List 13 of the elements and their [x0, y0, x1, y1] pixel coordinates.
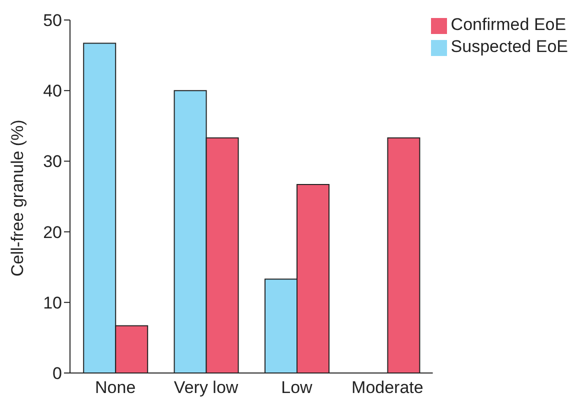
y-tick-label: 0	[52, 364, 62, 384]
x-tick-label: Very low	[174, 378, 239, 398]
y-tick-label: 10	[43, 293, 62, 312]
x-tick-label: Low	[281, 378, 314, 398]
y-axis-title: Cell-free granule (%)	[8, 120, 28, 276]
y-tick-label: 20	[43, 222, 62, 242]
x-tick-label: None	[95, 378, 136, 398]
y-tick-label: 50	[43, 11, 62, 30]
legend-label: Confirmed EoE	[450, 15, 566, 34]
y-tick-label: 30	[43, 152, 62, 172]
y-tick-label: 40	[43, 82, 62, 101]
x-tick-label: Moderate	[352, 378, 424, 398]
legend-label: Suspected EoE	[450, 37, 568, 56]
